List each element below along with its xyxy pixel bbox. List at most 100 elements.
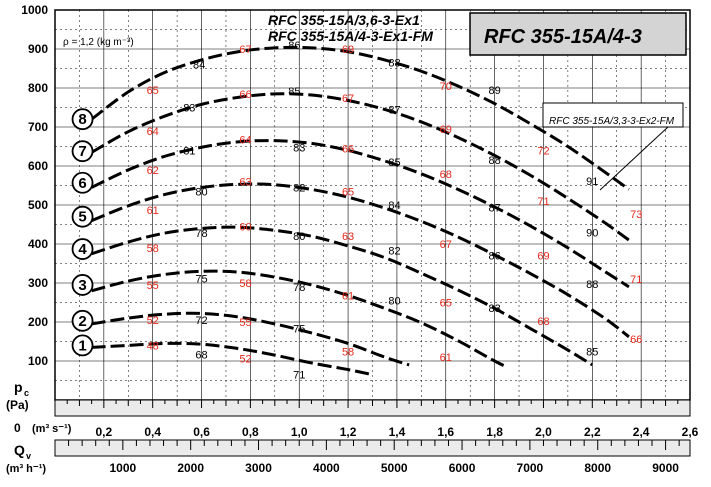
sound-level-label: 71 (630, 274, 642, 286)
curve-5 (91, 182, 630, 339)
efficiency-label: 83 (183, 103, 195, 115)
efficiency-label: 68 (195, 349, 207, 361)
callout-label: RFC 355-15A/3,3-3-Ex2-FM (549, 116, 675, 127)
sound-level-label: 69 (440, 124, 452, 136)
sound-level-label: 72 (537, 145, 549, 157)
efficiency-label: 80 (388, 296, 400, 308)
efficiency-label: 83 (488, 303, 500, 315)
callout-pointer (599, 126, 669, 191)
x-tick-label-m3h: 7000 (517, 461, 544, 475)
curve-number-circle (71, 274, 94, 296)
x-tick-label-m3s: 2,6 (682, 425, 699, 439)
x-tick-label-m3s: 2,2 (584, 425, 601, 439)
efficiency-label: 85 (388, 157, 400, 169)
sound-level-label: 55 (147, 280, 159, 292)
sound-level-label: 68 (440, 169, 452, 181)
curve-number-circle (71, 238, 94, 260)
efficiency-label: 88 (488, 155, 500, 167)
sound-level-label: 69 (342, 44, 354, 56)
sound-level-label: 63 (239, 177, 251, 189)
curve-3 (91, 269, 508, 369)
x-tick-label-m3s: 0,4 (144, 425, 161, 439)
sound-level-label: 61 (147, 205, 159, 217)
x-tick-label-m3h: 6000 (449, 461, 476, 475)
sound-level-label: 65 (342, 186, 354, 198)
sound-level-label: 61 (440, 352, 452, 364)
y-tick-label: 600 (28, 159, 48, 173)
x-tick-label-m3h: 1000 (109, 461, 136, 475)
efficiency-label: 81 (183, 145, 195, 157)
efficiency-label: 88 (388, 58, 400, 70)
curve-number-circle (71, 171, 94, 194)
sound-level-label: 52 (147, 315, 159, 327)
efficiency-label: 75 (195, 273, 207, 285)
curves (90, 45, 630, 377)
sound-level-label: 67 (239, 44, 251, 56)
efficiency-label: 90 (586, 227, 598, 239)
y-tick-label: 500 (28, 198, 48, 212)
x-unit-m3s: (m³ s⁻¹) (32, 423, 72, 435)
efficiency-label: 75 (293, 324, 305, 336)
curve-number-label: 3 (78, 277, 86, 294)
curve-6 (90, 139, 630, 289)
efficiency-label: 85 (288, 86, 300, 98)
sound-level-label: 67 (342, 93, 354, 105)
sound-level-label: 70 (440, 81, 452, 93)
efficiency-label: 82 (388, 246, 400, 258)
curve-4 (91, 225, 594, 367)
y-tick-label: 700 (28, 120, 48, 134)
efficiency-label: 78 (195, 228, 207, 240)
curve-number-label: 6 (78, 175, 86, 192)
sound-level-label: 66 (239, 89, 251, 101)
density-note: ρ = 1,2 (kg m⁻³) (63, 37, 134, 48)
efficiency-label: 86 (288, 40, 300, 52)
efficiency-label: 72 (195, 315, 207, 327)
x-label: Q (14, 442, 25, 458)
sound-level-label: 62 (147, 165, 159, 177)
efficiency-label: 84 (388, 200, 400, 212)
sound-level-label: 58 (239, 278, 251, 290)
curve-number-label: 1 (78, 337, 86, 354)
efficiency-label: 80 (195, 186, 207, 198)
curve-number-circle (71, 140, 94, 163)
curve-1 (91, 341, 373, 377)
sound-level-label: 64 (239, 134, 251, 146)
efficiency-label: 84 (193, 60, 205, 72)
curve-8 (90, 45, 630, 191)
sound-level-label: 67 (440, 239, 452, 251)
curve-number-circle (71, 309, 94, 332)
sound-level-label: 48 (147, 340, 159, 352)
y-tick-label: 900 (28, 42, 48, 56)
x-tick-label-m3s: 2,4 (633, 425, 650, 439)
x-tick-label-m3s: 0,8 (242, 425, 259, 439)
curve-number-label: 8 (78, 111, 86, 128)
y-tick-label: 300 (28, 276, 48, 290)
efficiency-label: 85 (586, 346, 598, 358)
efficiency-label: 82 (293, 182, 305, 194)
x-tick-label-m3s: 1,0 (291, 425, 308, 439)
x-tick-label-m3h: 4000 (313, 461, 340, 475)
efficiency-label: 91 (586, 176, 598, 188)
x-tick-label-m3s: 0,2 (96, 425, 113, 439)
x-tick-label-m3s: 0,6 (193, 425, 210, 439)
sound-level-label: 64 (147, 126, 159, 138)
sound-level-label: 58 (342, 346, 354, 358)
efficiency-label: 89 (488, 85, 500, 97)
sound-level-label: 66 (630, 334, 642, 346)
curve-7 (90, 92, 630, 242)
curve-number-circle (71, 205, 94, 228)
x-tick-label-m3h: 9000 (652, 461, 679, 475)
efficiency-label: 78 (293, 282, 305, 294)
x-label-sub: v (26, 451, 31, 461)
sound-level-label: 61 (342, 290, 354, 302)
y-unit: (Pa) (6, 398, 29, 412)
y-tick-label: 100 (28, 354, 48, 368)
x-zero: 0 (14, 421, 21, 435)
model-line-1: RFC 355-15A/3,6-3-Ex1 (268, 12, 420, 28)
y-tick-label: 400 (28, 237, 48, 251)
sound-level-label: 52 (239, 353, 251, 365)
sound-level-label: 55 (239, 317, 251, 329)
sound-level-label: 73 (630, 209, 642, 221)
sound-level-label: 65 (440, 298, 452, 310)
